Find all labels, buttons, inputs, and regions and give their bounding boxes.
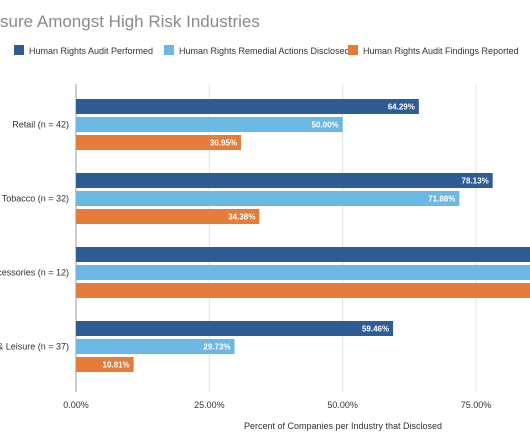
legend-swatch: [164, 45, 174, 55]
x-tick-label: 25.00%: [194, 400, 225, 410]
chart-title: sure Amongst High Risk Industries: [0, 12, 260, 31]
bar: [76, 191, 460, 206]
x-tick-label: 50.00%: [327, 400, 358, 410]
legend-swatch: [348, 45, 358, 55]
bar: [76, 99, 419, 114]
legend-label: Human Rights Audit Performed: [29, 46, 153, 56]
data-label: 29.73%: [203, 343, 230, 352]
data-label: 59.46%: [362, 325, 389, 334]
data-label: 10.81%: [103, 361, 130, 370]
legend-label: Human Rights Remedial Actions Disclosed: [179, 46, 350, 56]
legend-label: Human Rights Audit Findings Reported: [363, 46, 519, 56]
bar: [76, 117, 343, 132]
category-label: & Tobacco (n = 32): [0, 194, 69, 204]
x-tick-label: 75.00%: [461, 400, 492, 410]
data-label: 34.38%: [228, 213, 255, 222]
category-label: s & Leisure (n = 37): [0, 342, 69, 352]
data-label: 64.29%: [388, 103, 415, 112]
x-tick-label: 0.00%: [63, 400, 89, 410]
bar: [76, 209, 260, 224]
data-label: 71.88%: [428, 195, 455, 204]
category-label: Retail (n = 42): [12, 120, 69, 130]
bar: [76, 321, 394, 336]
data-label: 30.95%: [210, 139, 237, 148]
data-label: 50.00%: [312, 121, 339, 130]
bar: [76, 173, 493, 188]
bar: [76, 135, 242, 150]
category-label: Accessories (n = 12): [0, 268, 69, 278]
bar: [76, 247, 530, 262]
bar: [76, 339, 235, 354]
bar: [76, 265, 530, 280]
bar: [76, 357, 134, 372]
data-label: 78.13%: [462, 177, 489, 186]
legend-swatch: [14, 45, 24, 55]
x-axis-title: Percent of Companies per Industry that D…: [244, 421, 442, 431]
bar: [76, 283, 530, 298]
